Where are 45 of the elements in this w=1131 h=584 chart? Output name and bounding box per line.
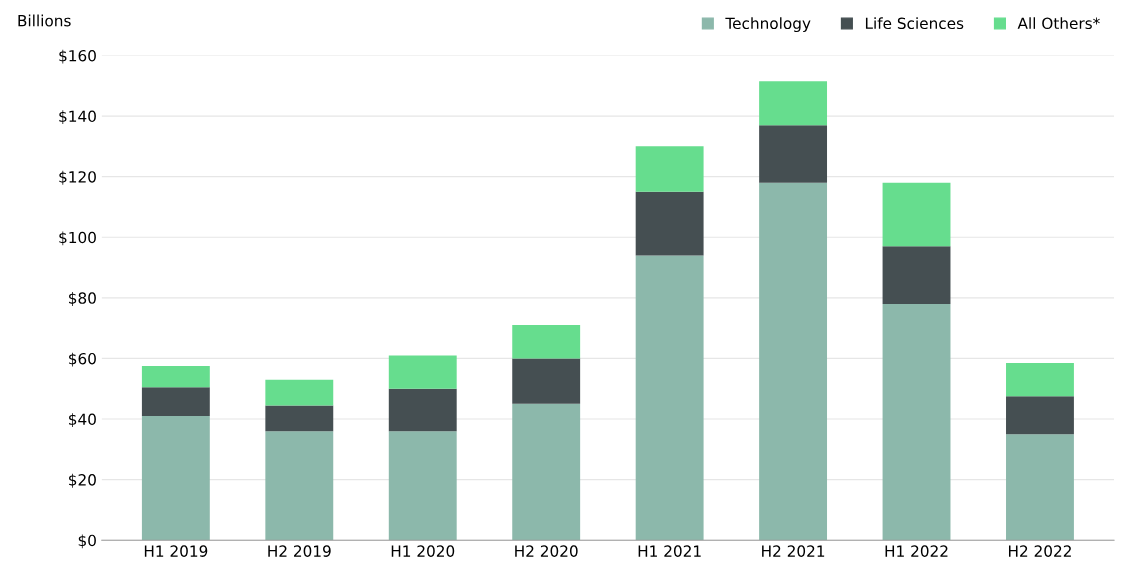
y-tick-label: $100 (59, 231, 96, 246)
bar (512, 325, 581, 359)
y-tick-label: $140 (59, 110, 96, 125)
x-tick-label: H1 2020 (391, 545, 455, 557)
bar (141, 366, 210, 388)
bar (635, 146, 704, 192)
bar (759, 81, 828, 126)
legend-label: All Others* (1017, 17, 1100, 30)
y-axis-title: Billions (18, 14, 71, 27)
bar (882, 182, 951, 247)
y-tick-label: $80 (69, 292, 96, 306)
bar (1006, 434, 1074, 541)
y-tick-label: $0 (78, 534, 96, 549)
bar (265, 431, 334, 541)
x-tick-label: H2 2019 (268, 545, 331, 557)
bar (141, 387, 210, 416)
y-tick-label: $160 (59, 49, 96, 64)
bar (1006, 396, 1074, 435)
y-tick-label: $120 (59, 170, 96, 185)
bar (265, 405, 334, 432)
bar (635, 191, 704, 256)
bar (265, 379, 334, 406)
x-tick-label: H1 2019 (144, 545, 208, 557)
bar (759, 125, 828, 183)
legend-label: Technology (725, 17, 811, 33)
bar (512, 403, 581, 541)
y-tick-label: $20 (69, 473, 96, 488)
bar (141, 415, 210, 541)
bar (388, 355, 457, 389)
bar (388, 388, 457, 432)
bar (512, 358, 581, 404)
bar (1006, 362, 1074, 397)
x-tick-label: H2 2022 (1008, 545, 1071, 557)
legend-label: Life Sciences (865, 17, 964, 30)
bar (388, 431, 457, 541)
x-tick-label: H1 2022 (885, 545, 948, 557)
bar (882, 303, 951, 541)
bar (759, 182, 828, 541)
bar (635, 255, 704, 541)
x-tick-label: H1 2021 (638, 545, 701, 557)
x-tick-label: H2 2021 (762, 545, 825, 557)
x-tick-label: H2 2020 (515, 545, 578, 557)
y-tick-label: $60 (69, 352, 96, 367)
y-tick-label: $40 (69, 413, 96, 428)
bar (882, 246, 951, 304)
